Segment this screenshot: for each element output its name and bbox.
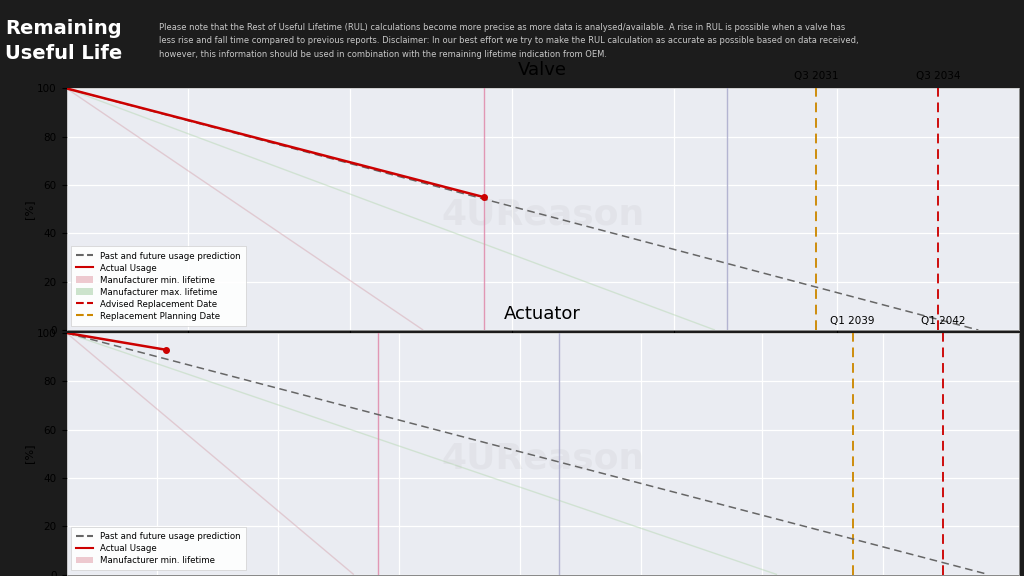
Text: Q3 2031: Q3 2031 <box>794 71 839 81</box>
Legend: Past and future usage prediction, Actual Usage, Manufacturer min. lifetime: Past and future usage prediction, Actual… <box>71 527 246 570</box>
Y-axis label: [%]: [%] <box>25 444 35 464</box>
Title: Actuator: Actuator <box>504 305 582 323</box>
Y-axis label: [%]: [%] <box>25 199 35 219</box>
Polygon shape <box>67 88 715 330</box>
Polygon shape <box>67 333 353 575</box>
Text: Remaining
Useful Life: Remaining Useful Life <box>5 19 123 63</box>
Polygon shape <box>67 88 423 330</box>
Polygon shape <box>67 333 777 575</box>
Text: Q1 2039: Q1 2039 <box>830 316 874 326</box>
Text: Q1 2042: Q1 2042 <box>921 316 966 326</box>
Title: Valve: Valve <box>518 60 567 78</box>
Legend: Past and future usage prediction, Actual Usage, Manufacturer min. lifetime, Manu: Past and future usage prediction, Actual… <box>71 247 246 326</box>
Text: Q3 2034: Q3 2034 <box>915 71 961 81</box>
Text: 4UReason: 4UReason <box>441 197 644 231</box>
Text: 4UReason: 4UReason <box>441 442 644 476</box>
Text: Please note that the Rest of Useful Lifetime (RUL) calculations become more prec: Please note that the Rest of Useful Life… <box>159 23 858 59</box>
X-axis label: Time: Time <box>529 355 556 365</box>
